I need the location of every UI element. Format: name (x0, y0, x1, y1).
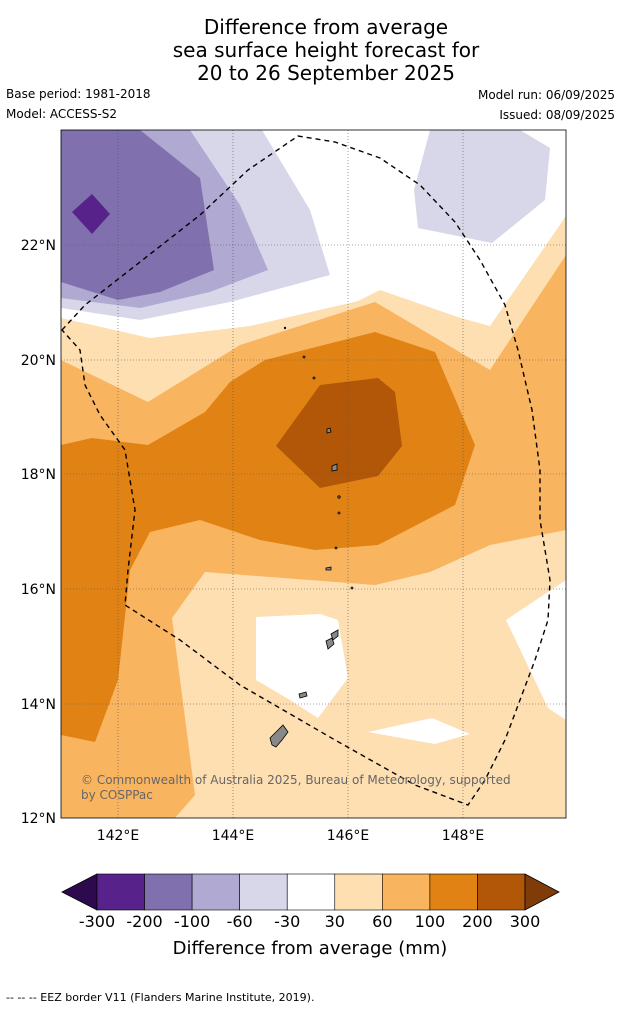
colorbar-segment (239, 873, 288, 911)
island-uracas (302, 355, 306, 359)
colorbar-segment (191, 873, 240, 911)
lat-tick-16: 16°N (21, 582, 56, 598)
issued-date: Issued: 08/09/2025 (499, 108, 615, 122)
contour-neutral-south (256, 614, 348, 718)
colorbar-tick-label: -100 (174, 912, 210, 931)
gridlines (61, 130, 566, 818)
colorbar-tick-label: 100 (415, 912, 446, 931)
contour-200-300 (276, 378, 402, 488)
island-sarigan (334, 546, 338, 550)
colorbar-title: Difference from average (mm) (173, 938, 448, 959)
colorbar-segment (96, 873, 145, 911)
colorbar-tick-label: -200 (126, 912, 162, 931)
colorbar-tick-label: 200 (462, 912, 493, 931)
colorbar-segment (429, 873, 478, 911)
lat-tick-20: 20°N (21, 353, 56, 369)
colorbar-labels: -300 -200 -100 -60 -30 30 60 100 200 300 (79, 912, 540, 931)
model-name: Model: ACCESS-S2 (6, 107, 118, 121)
island-farallon (350, 586, 354, 590)
copyright-line-2: by COSPPac (81, 788, 153, 802)
contour-minus100-200 (61, 130, 214, 300)
colorbar-segment (286, 873, 336, 911)
map-frame (60, 129, 567, 819)
colorbar-tick-label: -30 (274, 912, 300, 931)
colorbar-arrow-right (524, 873, 560, 911)
island-pagan (331, 463, 338, 472)
colorbar-segment (382, 873, 431, 911)
colorbar: -300 -200 -100 -60 -30 30 60 100 200 300 Differen… (61, 873, 560, 959)
lon-tick-142: 142°E (97, 828, 140, 844)
lat-tick-22: 22°N (21, 238, 56, 254)
island-asuncion (312, 376, 316, 380)
model-run: Model run: 06/09/2025 (477, 88, 615, 102)
island-guam (269, 724, 289, 748)
colorbar-tick-label: -300 (79, 912, 115, 931)
lon-ticks: 142°E 144°E 146°E 148°E (97, 828, 485, 844)
copyright-line-1: © Commonwealth of Australia 2025, Bureau… (81, 773, 511, 787)
contour-neutral-east (506, 580, 566, 720)
colorbar-segment (144, 873, 193, 911)
colorbar-tick-label: -60 (227, 912, 253, 931)
colorbar-tick-label: 30 (325, 912, 345, 931)
island-alamagan (337, 495, 341, 499)
lat-tick-14: 14°N (21, 697, 56, 713)
forecast-map: © Commonwealth of Australia 2025, Bureau… (21, 129, 567, 959)
title-line-2: sea surface height forecast for (172, 38, 480, 62)
chart-title: Difference from average sea surface heig… (0, 16, 621, 85)
lat-ticks: 22°N 20°N 18°N 16°N 14°N 12°N (21, 238, 56, 827)
contour-neutral-southeast (368, 718, 470, 744)
lon-tick-146: 146°E (327, 828, 370, 844)
title-line-3: 20 to 26 September 2025 (197, 61, 455, 85)
lat-tick-18: 18°N (21, 467, 56, 483)
contour-minus200-300 (72, 194, 110, 234)
base-period: Base period: 1981-2018 (6, 87, 151, 101)
island-north (283, 326, 287, 330)
island-rota (298, 691, 308, 699)
islands (269, 326, 354, 748)
colorbar-tick-label: 60 (372, 912, 392, 931)
island-anatahan (325, 566, 332, 571)
colorbar-segment (334, 873, 383, 911)
colorbar-arrow-left (61, 873, 98, 911)
island-maug (326, 427, 332, 434)
island-tinian (325, 637, 335, 650)
colorbar-segment (477, 873, 526, 911)
colorbar-tick-label: 300 (510, 912, 541, 931)
island-guguan (337, 511, 341, 515)
colorbar-segments (96, 873, 526, 911)
lat-tick-12: 12°N (21, 811, 56, 827)
eez-legend-note: -- -- -- EEZ border V11 (Flanders Marine… (6, 991, 315, 1004)
lon-tick-144: 144°E (212, 828, 255, 844)
title-line-1: Difference from average (203, 15, 449, 39)
lon-tick-148: 148°E (442, 828, 485, 844)
island-saipan (330, 629, 339, 641)
